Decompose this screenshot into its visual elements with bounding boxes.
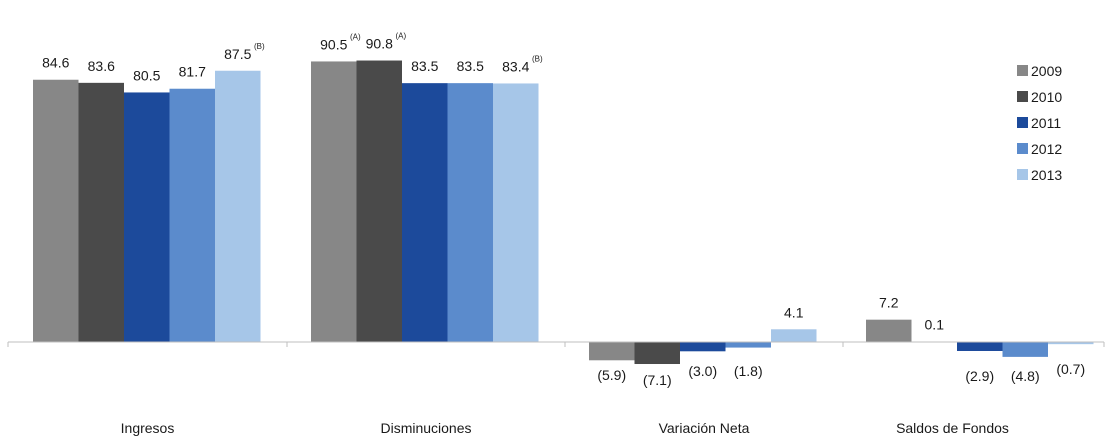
- value-label-2009-0: 84.6: [42, 55, 69, 71]
- value-label-2009-3: 7.2: [879, 295, 899, 311]
- bar-2010-1: [356, 60, 402, 343]
- value-label-2012-2: (1.8): [734, 363, 763, 379]
- value-label-2013-0: 87.5: [224, 46, 251, 62]
- note-2010-1: (A): [395, 32, 406, 41]
- legend-label-2012: 2012: [1031, 141, 1062, 157]
- bar-2012-3: [1002, 342, 1048, 357]
- bar-2009-0: [33, 79, 79, 343]
- legend-swatch-2013: [1017, 169, 1028, 180]
- value-label-2013-1: 83.4: [502, 58, 529, 74]
- value-label-2013-2: 4.1: [784, 304, 804, 320]
- note-2013-0: (B): [254, 42, 265, 51]
- bar-2011-1: [402, 83, 448, 343]
- value-label-2010-0: 83.6: [88, 58, 115, 74]
- bar-2013-0: [215, 70, 261, 342]
- bar-2010-2: [634, 342, 680, 365]
- bar-2009-1: [311, 61, 357, 342]
- bars-layer: [33, 60, 1094, 365]
- bar-2009-3: [866, 319, 912, 342]
- legend: 2009 2010 2011 2012 2013: [1017, 63, 1062, 183]
- category-label-3: Saldos de Fondos: [896, 420, 1009, 436]
- note-2009-1: (A): [350, 32, 361, 41]
- bar-2012-1: [447, 83, 493, 343]
- value-label-2012-0: 81.7: [179, 64, 206, 80]
- value-label-2011-3: (2.9): [965, 368, 994, 384]
- bar-2012-2: [725, 342, 771, 348]
- bar-2010-0: [78, 82, 124, 342]
- note-2013-1: (B): [532, 54, 543, 63]
- legend-label-2010: 2010: [1031, 89, 1062, 105]
- category-label-0: Ingresos: [121, 420, 175, 436]
- value-label-2011-1: 83.5: [411, 58, 438, 74]
- value-label-2012-3: (4.8): [1011, 368, 1040, 384]
- bar-2011-0: [124, 92, 170, 342]
- bar-2013-1: [493, 83, 539, 343]
- value-label-2012-1: 83.5: [457, 58, 484, 74]
- bar-2012-0: [169, 88, 215, 342]
- value-label-2011-2: (3.0): [688, 363, 717, 379]
- bar-2009-2: [589, 342, 635, 361]
- legend-label-2013: 2013: [1031, 167, 1062, 183]
- value-label-2011-0: 80.5: [133, 67, 160, 83]
- value-label-2009-2: (5.9): [597, 367, 626, 383]
- bar-2013-2: [771, 329, 817, 342]
- category-label-1: Disminuciones: [380, 420, 471, 436]
- bar-2011-3: [957, 342, 1003, 351]
- value-label-2010-1: 90.8: [366, 36, 393, 52]
- axis-layer: [7, 341, 1105, 347]
- value-label-2010-2: (7.1): [643, 372, 672, 388]
- legend-label-2011: 2011: [1031, 115, 1061, 131]
- legend-swatch-2011: [1017, 117, 1028, 128]
- legend-swatch-2010: [1017, 91, 1028, 102]
- labels-layer: 84.690.5 (A)(5.9)7.283.690.8 (A)(7.1)0.180…: [42, 32, 1085, 436]
- bar-2011-2: [680, 342, 726, 352]
- legend-swatch-2009: [1017, 65, 1028, 76]
- value-label-2013-3: (0.7): [1056, 361, 1085, 377]
- category-label-2: Variación Neta: [659, 420, 750, 436]
- value-label-2010-3: 0.1: [925, 317, 945, 333]
- legend-label-2009: 2009: [1031, 63, 1062, 79]
- legend-swatch-2012: [1017, 143, 1028, 154]
- value-label-2009-1: 90.5: [320, 36, 347, 52]
- bar-2013-3: [1048, 342, 1094, 345]
